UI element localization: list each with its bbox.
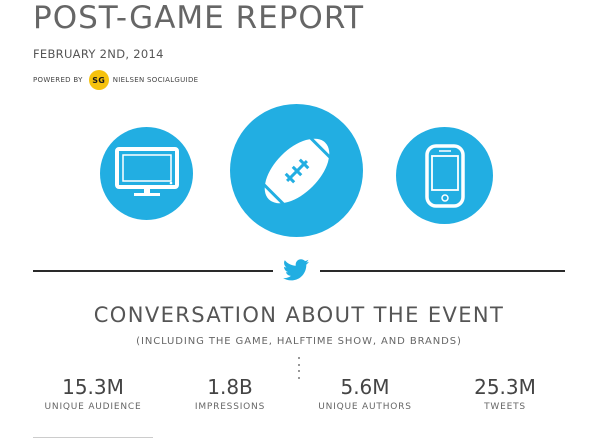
stat-label: UNIQUE AUDIENCE — [44, 402, 142, 412]
smartphone-icon — [424, 143, 465, 208]
stat-value: 25.3M — [474, 375, 536, 399]
report-date: FEBRUARY 2ND, 2014 — [33, 47, 164, 61]
powered-by: POWERED BY SG NIELSEN SOCIALGUIDE — [33, 70, 199, 90]
football-icon — [262, 136, 331, 205]
phone-circle — [396, 127, 493, 224]
stat-label: UNIQUE AUTHORS — [318, 402, 412, 412]
conversation-title: CONVERSATION ABOUT THE EVENT — [93, 303, 505, 327]
twitter-bird-icon — [283, 259, 309, 281]
stat-value: 1.8B — [207, 375, 253, 399]
stat-label: TWEETS — [484, 402, 526, 412]
provider-name: NIELSEN SOCIALGUIDE — [112, 76, 199, 84]
stat-unique-authors: 5.6M UNIQUE AUTHORS — [305, 374, 425, 412]
divider-right — [320, 270, 565, 272]
stat-impressions: 1.8B IMPRESSIONS — [170, 374, 290, 412]
bottom-divider — [33, 437, 153, 438]
tv-circle — [100, 127, 193, 220]
socialguide-logo: SG — [88, 70, 109, 90]
page-title: POST-GAME REPORT — [33, 0, 365, 36]
stat-value: 15.3M — [62, 375, 124, 399]
stat-value: 5.6M — [340, 375, 390, 399]
tv-icon — [114, 146, 179, 196]
stat-label: IMPRESSIONS — [194, 402, 266, 412]
powered-by-label: POWERED BY — [33, 76, 83, 84]
stat-tweets: 25.3M TWEETS — [450, 374, 560, 412]
divider-left — [33, 270, 273, 272]
conversation-subtitle: (INCLUDING THE GAME, HALFTIME SHOW, AND … — [136, 336, 462, 347]
football-circle — [230, 104, 363, 237]
dotted-connector — [297, 357, 301, 379]
stat-unique-audience: 15.3M UNIQUE AUDIENCE — [33, 374, 153, 412]
